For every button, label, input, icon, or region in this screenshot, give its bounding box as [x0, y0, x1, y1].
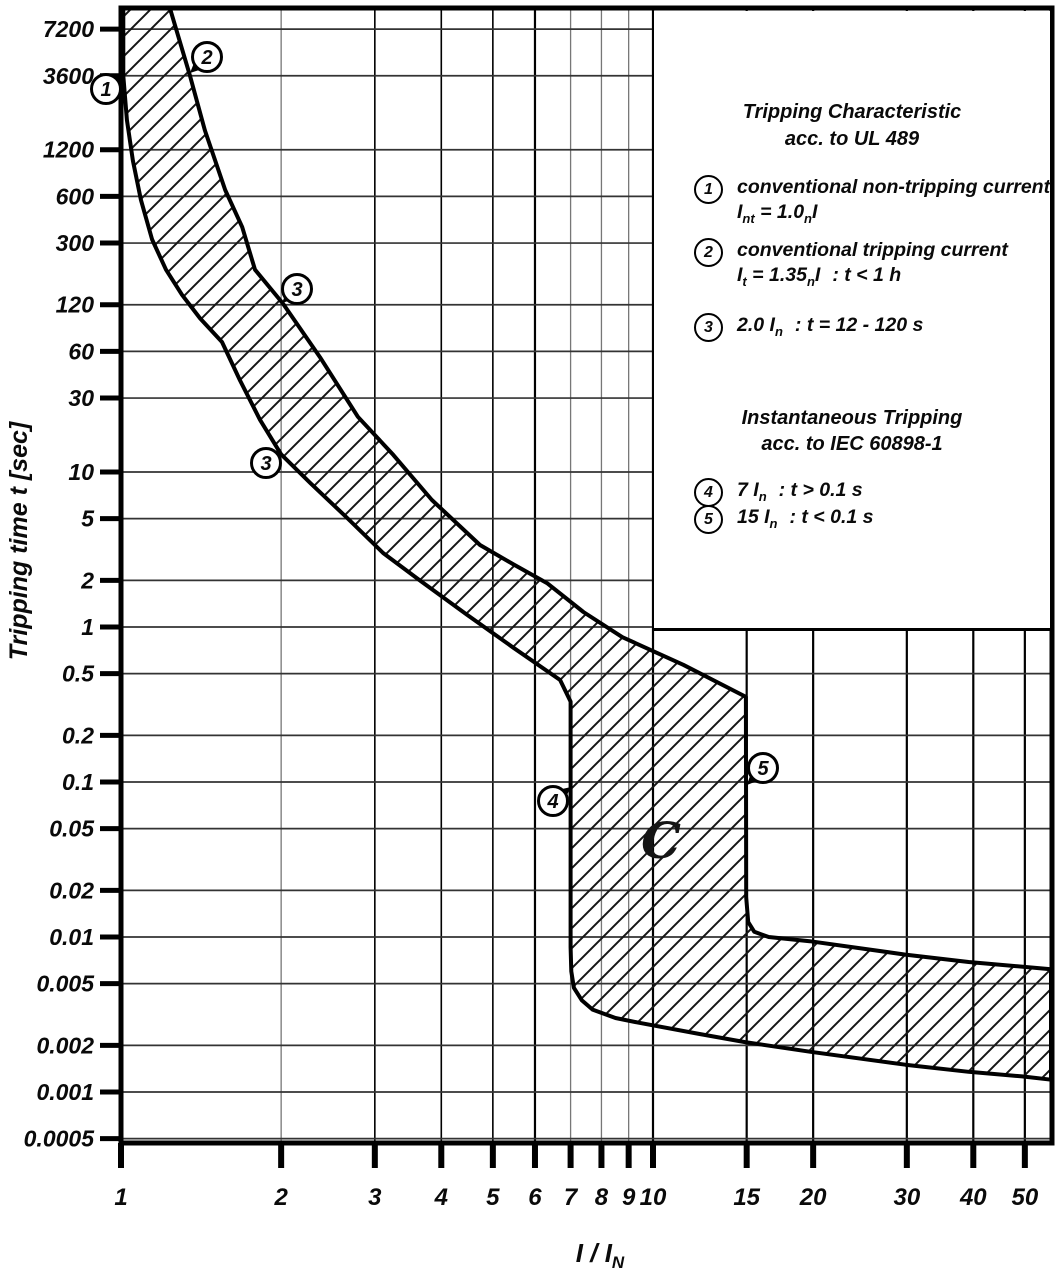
- y-tick-label-0.05: 0.05: [49, 816, 95, 842]
- callout-circle-3: [281, 273, 313, 305]
- legend-item-2: 2 conventional tripping current It = 1.3…: [694, 238, 1008, 294]
- legend-item-3-badge: 3: [694, 313, 723, 342]
- y-tick-label-10: 10: [68, 459, 94, 485]
- callout-label-2: 2: [200, 47, 212, 69]
- callout-label-3: 3: [291, 279, 302, 301]
- y-tick-label-0.01: 0.01: [49, 924, 94, 950]
- x-tick-label-10: 10: [640, 1184, 667, 1211]
- legend-item-5: 5 15 In: t < 0.1 s: [694, 505, 873, 536]
- x-tick-label-40: 40: [959, 1184, 987, 1211]
- callout-label-3: 3: [260, 453, 271, 475]
- x-tick-label-4: 4: [434, 1184, 448, 1211]
- x-tick-label-6: 6: [528, 1184, 542, 1211]
- legend-subtitle-line2: acc. to IEC 60898-1: [761, 433, 943, 455]
- y-tick-label-0.1: 0.1: [62, 769, 94, 795]
- legend-subtitle-line1: Instantaneous Tripping: [741, 407, 963, 429]
- legend-item-1: 1 conventional non-tripping current Int …: [694, 175, 1050, 231]
- x-tick-label-50: 50: [1012, 1184, 1039, 1211]
- callout-label-5: 5: [757, 758, 769, 780]
- y-tick-label-7200: 7200: [43, 16, 94, 42]
- legend-item-4-text: 7 In: t > 0.1 s: [737, 479, 863, 504]
- legend-item-5-badge: 5: [694, 505, 723, 534]
- legend-item-5-text: 15 In: t < 0.1 s: [737, 506, 874, 531]
- y-tick-label-1: 1: [81, 614, 94, 640]
- c-zone-label: C: [641, 811, 681, 870]
- callout-label-4: 4: [546, 791, 558, 813]
- plot-frame-rect: [118, 5, 1055, 1146]
- x-tick-label-1: 1: [114, 1184, 127, 1211]
- callout-label-1: 1: [100, 79, 111, 101]
- legend-item-3: 3 2.0 In: t = 12 - 120 s: [694, 313, 923, 344]
- callout-circle-4: [537, 785, 569, 817]
- legend-subtitle: Instantaneous Tripping acc. to IEC 60898…: [654, 405, 1050, 457]
- x-tick-label-30: 30: [893, 1184, 920, 1211]
- callout-circle-3: [250, 447, 282, 479]
- axis-ticks: [100, 26, 1028, 1168]
- y-tick-label-300: 300: [56, 230, 95, 256]
- legend-item-4-badge: 4: [694, 478, 723, 507]
- x-tick-label-9: 9: [622, 1184, 636, 1211]
- callout-circle-2: [191, 41, 223, 73]
- legend-item-1-text: conventional non-tripping current Int = …: [737, 176, 1051, 226]
- y-tick-label-0.02: 0.02: [49, 877, 94, 903]
- y-tick-label-600: 600: [56, 183, 95, 209]
- legend-box: Tripping Characteristic acc. to UL 489 1…: [652, 11, 1050, 631]
- y-tick-label-5: 5: [81, 506, 95, 532]
- legend-item-2-badge: 2: [694, 238, 723, 267]
- x-tick-label-7: 7: [564, 1184, 579, 1211]
- legend-item-3-text: 2.0 In: t = 12 - 120 s: [737, 314, 924, 339]
- legend-title-line2: acc. to UL 489: [784, 128, 920, 150]
- legend-item-4: 4 7 In: t > 0.1 s: [694, 478, 863, 509]
- y-tick-label-2: 2: [80, 567, 94, 593]
- y-tick-label-3600: 3600: [43, 63, 94, 89]
- plot-frame: [118, 5, 1055, 1146]
- y-tick-label-0.0005: 0.0005: [24, 1126, 96, 1152]
- tick-labels: 1 2 3 4 5 6 7 8 9 10 15 20 30 40 507200360012006003001…: [24, 16, 1039, 1211]
- callout-circle-1: [90, 73, 122, 105]
- x-tick-label-15: 15: [733, 1184, 760, 1211]
- y-tick-label-0.005: 0.005: [36, 971, 95, 997]
- x-tick-label-8: 8: [595, 1184, 609, 1211]
- y-tick-label-0.001: 0.001: [36, 1079, 94, 1105]
- x-axis-title: I / IN: [575, 1238, 625, 1273]
- callout-circle-5: [747, 752, 779, 784]
- y-tick-label-0.002: 0.002: [36, 1032, 94, 1058]
- y-tick-label-30: 30: [68, 385, 94, 411]
- x-tick-label-2: 2: [273, 1184, 288, 1211]
- y-axis-title: Tripping time t [sec]: [5, 421, 33, 661]
- legend-title: Tripping Characteristic acc. to UL 489: [654, 99, 1050, 153]
- x-tick-label-20: 20: [799, 1184, 827, 1211]
- y-tick-label-60: 60: [68, 338, 94, 364]
- legend-item-2-text: conventional tripping current It = 1.35n…: [737, 239, 1008, 289]
- legend-item-1-badge: 1: [694, 175, 723, 204]
- y-tick-label-120: 120: [56, 292, 95, 318]
- y-tick-label-0.5: 0.5: [62, 661, 95, 687]
- y-tick-label-0.2: 0.2: [62, 722, 94, 748]
- x-tick-label-5: 5: [486, 1184, 500, 1211]
- x-tick-label-3: 3: [368, 1184, 382, 1211]
- tripping-band-path: [121, 6, 1053, 1082]
- legend-title-line1: Tripping Characteristic: [742, 101, 962, 123]
- tripping-band: [121, 6, 1053, 1082]
- y-tick-label-1200: 1200: [43, 137, 94, 163]
